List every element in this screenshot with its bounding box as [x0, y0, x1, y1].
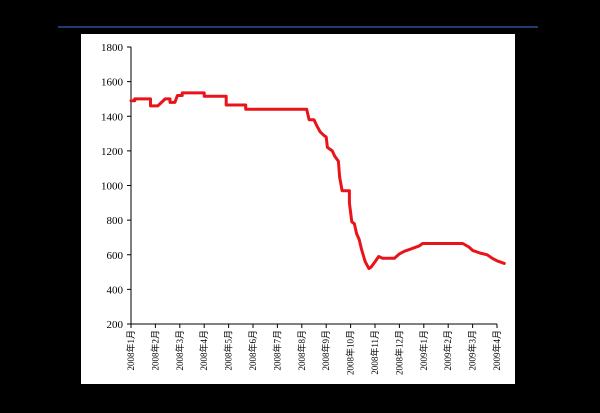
x-tick-label: 2008年3月 [174, 330, 185, 371]
y-tick-label: 800 [107, 215, 124, 227]
y-tick-label: 600 [107, 250, 124, 262]
x-tick-label: 2008年9月 [320, 330, 331, 371]
y-tick-label: 1200 [101, 146, 124, 158]
chart-panel: 200 400 600 800 1000 1200 1400 1600 1800 2008年1月 2… [81, 34, 515, 384]
x-tick-label: 2008年2月 [149, 330, 160, 371]
x-tick-label: 2008年7月 [271, 330, 282, 371]
line-chart: 200 400 600 800 1000 1200 1400 1600 1800 2008年1月 2… [101, 42, 506, 375]
x-tick-label: 2008年11月 [369, 330, 380, 375]
y-tick-label: 1400 [101, 111, 124, 123]
x-tick-label: 2008年5月 [223, 330, 234, 371]
header-rule [58, 26, 538, 28]
y-tick-label: 1600 [101, 77, 124, 89]
x-tick-label: 2008年1月 [125, 330, 136, 371]
x-tick-label: 2008年12月 [393, 330, 404, 375]
x-tick-label: 2009年1月 [418, 330, 429, 371]
y-tick-label: 1000 [101, 181, 124, 193]
y-tick-label: 400 [107, 284, 124, 296]
x-tick-label: 2009年2月 [442, 330, 453, 371]
y-tick-label: 200 [107, 319, 124, 331]
x-tick-label: 2008年4月 [198, 330, 209, 371]
x-tick-label: 2008年10月 [345, 330, 356, 375]
x-tick-label: 2009年4月 [491, 330, 502, 371]
y-tick-label: 1800 [101, 42, 124, 54]
x-tick-label: 2008年6月 [247, 330, 258, 371]
price-line [129, 91, 506, 271]
x-tick-label: 2009年3月 [467, 330, 478, 371]
x-tick-label: 2008年8月 [296, 330, 307, 371]
